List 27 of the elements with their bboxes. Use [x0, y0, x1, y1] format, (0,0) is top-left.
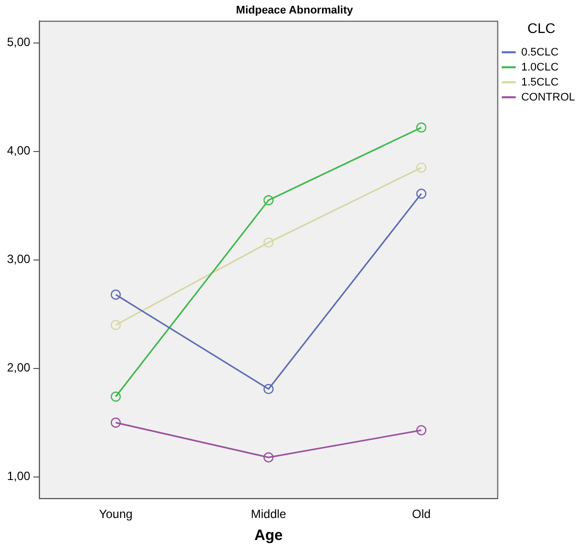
y-tick-label: 5,00	[6, 35, 31, 50]
legend-label: 1.0CLC	[521, 61, 559, 74]
point	[416, 162, 426, 173]
point	[416, 188, 426, 199]
legend-title: CLC	[527, 20, 556, 36]
point	[110, 290, 121, 300]
point	[263, 384, 274, 394]
legend-label: 0.5CLC	[521, 46, 559, 58]
x-tick-label: Old	[412, 507, 431, 522]
x-tick-label: Middle	[250, 507, 287, 522]
point	[110, 320, 121, 330]
y-tick-label: 1,00	[6, 469, 31, 484]
point	[416, 122, 426, 133]
x-axis-title: Age	[254, 527, 283, 544]
point	[263, 237, 274, 248]
point	[110, 392, 121, 402]
point	[110, 418, 121, 428]
x-tick-label: Young	[98, 507, 133, 522]
legend-label: CONTROL	[521, 91, 575, 104]
y-tick-label: 2,00	[6, 360, 31, 375]
y-tick-label: 4,00	[6, 144, 31, 158]
y-tick-label: 3,00	[6, 252, 31, 266]
point	[416, 425, 426, 436]
chart-title: Midpeace Abnormality	[236, 4, 354, 17]
point	[263, 452, 274, 462]
legend-label: 1.5CLC	[521, 76, 559, 88]
point	[263, 195, 274, 206]
